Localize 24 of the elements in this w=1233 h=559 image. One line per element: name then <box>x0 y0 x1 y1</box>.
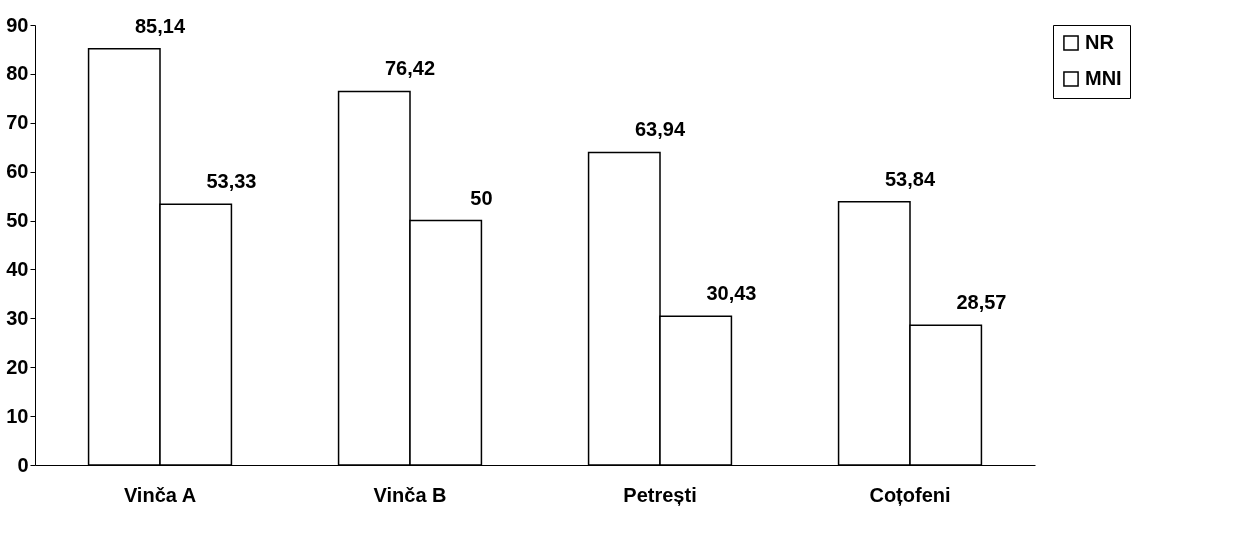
data-label: 53,84 <box>884 167 936 190</box>
legend-label: MNI <box>1085 67 1122 89</box>
y-tick-label: 70 <box>6 111 29 134</box>
y-tick-label: 30 <box>6 306 29 329</box>
data-label: 76,42 <box>384 57 436 80</box>
data-label: 53,33 <box>206 170 257 193</box>
y-tick-label: 80 <box>6 62 29 85</box>
x-tick-label: Coțofeni <box>869 483 951 506</box>
x-tick-label: Petrești <box>623 483 697 506</box>
data-label: 50 <box>470 186 493 209</box>
data-label: 30,43 <box>706 282 757 305</box>
y-tick-label: 0 <box>17 453 29 476</box>
data-label: 28,57 <box>956 291 1007 314</box>
x-tick-label: Vinča B <box>373 483 447 506</box>
y-tick-label: 50 <box>6 209 29 232</box>
y-tick-label: 60 <box>6 160 29 183</box>
y-tick-label: 20 <box>6 355 29 378</box>
y-tick-label: 40 <box>6 257 29 280</box>
data-label: 85,14 <box>134 14 186 37</box>
x-tick-label: Vinča A <box>123 483 197 506</box>
data-label: 63,94 <box>634 118 686 141</box>
y-tick-label: 90 <box>6 13 29 36</box>
y-tick-label: 10 <box>6 404 29 427</box>
legend-label: NR <box>1085 31 1115 53</box>
